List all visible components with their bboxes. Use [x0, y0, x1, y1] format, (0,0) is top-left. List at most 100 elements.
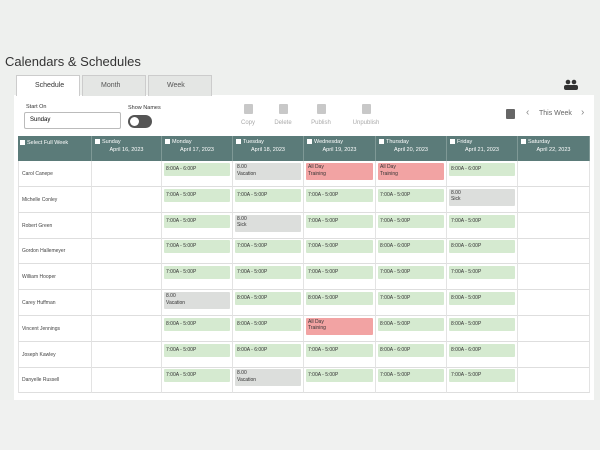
schedule-cell[interactable] — [92, 341, 162, 368]
schedule-cell[interactable]: 8:00A - 5:00P — [162, 315, 233, 342]
shift[interactable]: 8:00A - 6:00P — [449, 163, 515, 176]
schedule-cell[interactable]: 8:00A - 6:00P — [447, 341, 518, 368]
schedule-cell[interactable]: 8.00 Sick — [447, 186, 518, 213]
checkbox[interactable] — [165, 139, 170, 144]
shift[interactable]: 8.00 Vacation — [164, 292, 230, 309]
shift[interactable]: 8:00A - 6:00P — [449, 240, 515, 254]
shift[interactable]: 7:00A - 5:00P — [449, 369, 515, 383]
shift[interactable]: 7:00A - 5:00P — [235, 240, 301, 254]
shift[interactable]: 7:00A - 5:00P — [164, 369, 230, 383]
shift[interactable]: 7:00A - 5:00P — [235, 188, 301, 202]
schedule-cell[interactable]: 7:00A - 5:00P — [376, 212, 447, 239]
start-on-select[interactable]: Sunday — [24, 112, 121, 129]
tab[interactable]: Schedule — [16, 75, 80, 96]
schedule-cell[interactable] — [92, 161, 162, 187]
schedule-cell[interactable] — [518, 161, 590, 187]
checkbox[interactable] — [379, 139, 384, 144]
shift[interactable]: 8:00A - 5:00P — [449, 317, 515, 331]
next-week[interactable]: › — [581, 107, 585, 118]
shift[interactable]: 7:00A - 5:00P — [378, 369, 444, 383]
schedule-cell[interactable]: 8:00A - 5:00P — [233, 290, 304, 316]
schedule-cell[interactable]: 7:00A - 5:00P — [162, 238, 233, 265]
week-nav[interactable]: This Week — [539, 110, 572, 117]
checkbox[interactable] — [450, 139, 455, 144]
shift[interactable]: 8.00 Sick — [449, 188, 515, 206]
prev-week[interactable]: ‹ — [526, 107, 530, 118]
shift[interactable]: 8:00A - 5:00P — [378, 317, 444, 331]
shift[interactable]: All Day Training — [306, 163, 373, 180]
shift[interactable]: All Day Training — [306, 317, 373, 335]
schedule-cell[interactable]: 8:00A - 6:00P — [447, 238, 518, 265]
schedule-cell[interactable]: All Day Training — [304, 315, 376, 342]
people-icon[interactable] — [563, 79, 579, 91]
show-names-toggle[interactable] — [128, 115, 152, 128]
schedule-cell[interactable]: 7:00A - 5:00P — [304, 264, 376, 291]
shift[interactable]: 7:00A - 5:00P — [378, 188, 444, 202]
schedule-cell[interactable] — [518, 315, 590, 342]
action-icon[interactable] — [362, 104, 371, 114]
schedule-cell[interactable]: 8:00A - 5:00P — [304, 290, 376, 316]
schedule-cell[interactable]: 8.00 Vacation — [162, 290, 233, 316]
checkbox[interactable] — [521, 139, 526, 144]
schedule-cell[interactable]: 7:00A - 5:00P — [162, 341, 233, 368]
checkbox[interactable] — [95, 139, 100, 144]
schedule-cell[interactable]: 8:00A - 6:00P — [447, 161, 518, 187]
schedule-cell[interactable]: All Day Training — [304, 161, 376, 187]
shift[interactable]: 7:00A - 5:00P — [164, 343, 230, 357]
schedule-cell[interactable] — [518, 238, 590, 265]
shift[interactable]: 7:00A - 5:00P — [449, 266, 515, 280]
schedule-cell[interactable]: 7:00A - 5:00P — [304, 341, 376, 368]
shift[interactable]: 7:00A - 5:00P — [164, 188, 230, 202]
action-icon[interactable] — [279, 104, 288, 114]
shift[interactable]: 7:00A - 5:00P — [306, 214, 373, 228]
schedule-cell[interactable]: 7:00A - 5:00P — [304, 238, 376, 265]
action-button[interactable]: Unpublish — [352, 120, 380, 126]
shift[interactable]: 8:00A - 6:00P — [164, 163, 230, 176]
schedule-cell[interactable] — [92, 212, 162, 239]
schedule-cell[interactable] — [92, 315, 162, 342]
shift[interactable]: 7:00A - 5:00P — [306, 343, 373, 357]
schedule-cell[interactable]: 8:00A - 6:00P — [376, 238, 447, 265]
schedule-cell[interactable] — [518, 367, 590, 394]
schedule-cell[interactable]: 8:00A - 5:00P — [376, 315, 447, 342]
checkbox[interactable] — [20, 140, 25, 145]
schedule-cell[interactable]: 7:00A - 5:00P — [233, 186, 304, 213]
schedule-cell[interactable]: 8:00A - 5:00P — [233, 315, 304, 342]
schedule-cell[interactable]: 8:00A - 5:00P — [447, 290, 518, 316]
schedule-cell[interactable] — [92, 186, 162, 213]
schedule-cell[interactable]: 7:00A - 5:00P — [162, 264, 233, 291]
schedule-cell[interactable]: 7:00A - 5:00P — [233, 238, 304, 265]
schedule-cell[interactable]: 7:00A - 5:00P — [162, 212, 233, 239]
schedule-cell[interactable] — [518, 186, 590, 213]
shift[interactable]: 7:00A - 5:00P — [449, 214, 515, 228]
shift[interactable]: 7:00A - 5:00P — [378, 214, 444, 228]
schedule-cell[interactable] — [92, 264, 162, 291]
schedule-cell[interactable]: 7:00A - 5:00P — [447, 212, 518, 239]
tab[interactable]: Month — [82, 75, 146, 96]
schedule-cell[interactable]: 7:00A - 5:00P — [447, 264, 518, 291]
action-icon[interactable] — [244, 104, 253, 114]
shift[interactable]: 7:00A - 5:00P — [378, 292, 444, 305]
shift[interactable]: 7:00A - 5:00P — [164, 240, 230, 254]
action-icon[interactable] — [317, 104, 326, 114]
checkbox[interactable] — [236, 139, 241, 144]
action-button[interactable]: Delete — [274, 120, 292, 126]
schedule-cell[interactable] — [92, 290, 162, 316]
schedule-cell[interactable]: 8.00 Vacation — [233, 367, 304, 394]
schedule-cell[interactable]: 7:00A - 5:00P — [304, 186, 376, 213]
schedule-cell[interactable] — [518, 341, 590, 368]
action-button[interactable]: Copy — [240, 120, 255, 126]
schedule-cell[interactable] — [518, 290, 590, 316]
schedule-cell[interactable]: 7:00A - 5:00P — [376, 367, 447, 394]
shift[interactable]: 8.00 Vacation — [235, 369, 301, 387]
shift[interactable]: 8.00 Sick — [235, 214, 301, 232]
schedule-cell[interactable] — [92, 367, 162, 394]
schedule-cell[interactable]: 7:00A - 5:00P — [376, 290, 447, 316]
shift[interactable]: 8:00A - 5:00P — [235, 292, 301, 305]
schedule-cell[interactable]: 8:00A - 5:00P — [447, 315, 518, 342]
calendar-icon[interactable] — [506, 109, 515, 119]
shift[interactable]: 7:00A - 5:00P — [306, 240, 373, 254]
schedule-cell[interactable]: 7:00A - 5:00P — [233, 264, 304, 291]
shift[interactable]: 7:00A - 5:00P — [164, 214, 230, 228]
schedule-cell[interactable]: 8:00A - 6:00P — [162, 161, 233, 187]
